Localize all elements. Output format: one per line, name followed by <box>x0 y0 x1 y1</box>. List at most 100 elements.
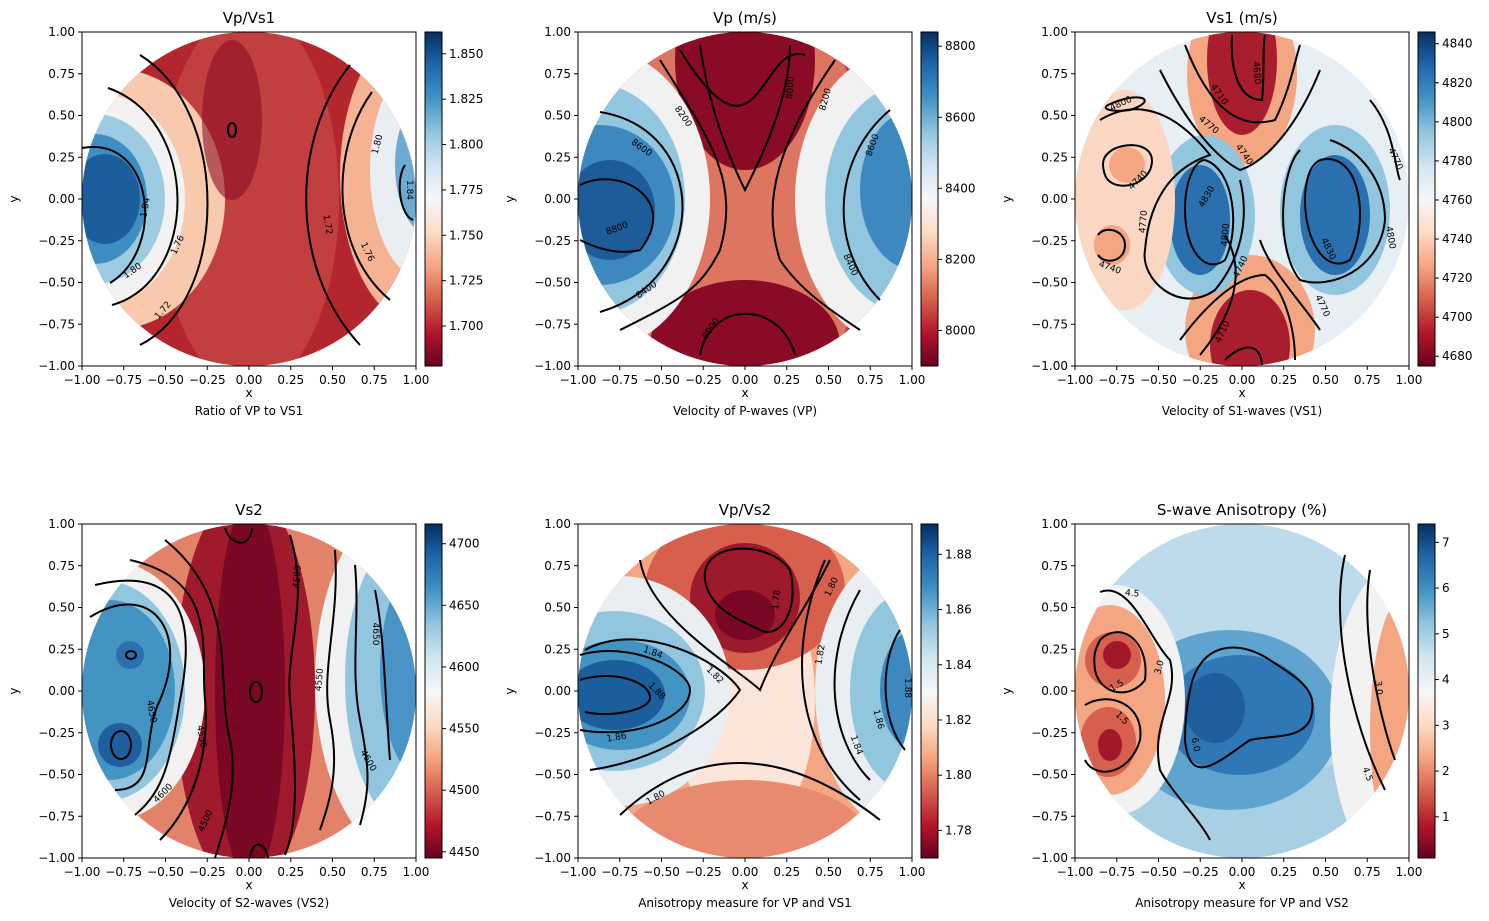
heatmap-field <box>82 524 416 858</box>
panel-caption: Ratio of VP to VS1 <box>195 404 304 418</box>
x-tick-label: −0.75 <box>601 373 638 387</box>
y-tick-label: 1.00 <box>544 517 571 531</box>
y-tick-label: −0.75 <box>38 317 75 331</box>
colorbar-tick-label: 8800 <box>945 39 976 53</box>
x-tick-label: −0.50 <box>1140 865 1177 879</box>
y-tick-label: −0.25 <box>1031 234 1068 248</box>
x-tick-label: 0.00 <box>236 865 263 879</box>
panel-title: Vs1 (m/s) <box>1206 9 1278 27</box>
y-tick-label: 0.25 <box>544 642 571 656</box>
colorbar-tick-label: 4760 <box>1442 193 1473 207</box>
y-tick-label: −0.50 <box>534 768 571 782</box>
y-tick-label: −1.00 <box>38 851 75 865</box>
contour-label: 4650 <box>370 623 380 646</box>
colorbar-tick-label: 4450 <box>449 845 480 859</box>
y-tick-label: 0.00 <box>48 192 75 206</box>
y-tick-label: 0.75 <box>544 559 571 573</box>
colorbar-tick-label: 4600 <box>449 660 480 674</box>
x-tick-label: 0.75 <box>1354 373 1381 387</box>
y-tick-label: 0.25 <box>1041 150 1068 164</box>
colorbar <box>920 523 939 859</box>
x-tick-label: −1.00 <box>1057 865 1094 879</box>
y-tick-label: −0.25 <box>534 726 571 740</box>
x-tick-label: −0.75 <box>105 865 142 879</box>
x-axis-label: x <box>1238 386 1245 400</box>
x-tick-label: −0.50 <box>643 865 680 879</box>
y-tick-label: −0.25 <box>38 234 75 248</box>
x-tick-label: −1.00 <box>560 373 597 387</box>
contour-label: 1.72 <box>320 214 333 235</box>
colorbar-tick-label: 4800 <box>1442 115 1473 129</box>
colorbar-tick-label: 4680 <box>1442 349 1473 363</box>
contour-label: 6.0 <box>1189 737 1201 753</box>
y-tick-label: −0.50 <box>38 768 75 782</box>
y-tick-label: −1.00 <box>38 359 75 373</box>
colorbar-tick-label: 3 <box>1442 718 1450 732</box>
colorbar-tick-label: 1.84 <box>945 658 972 672</box>
y-tick-label: −0.50 <box>38 276 75 290</box>
y-tick-label: 1.00 <box>1041 517 1068 531</box>
x-tick-label: 0.75 <box>361 865 388 879</box>
x-tick-label: 1.00 <box>403 865 430 879</box>
contour-label: 4.5 <box>1360 766 1374 783</box>
colorbar-tick-label: 1 <box>1442 810 1450 824</box>
x-tick-label: −0.50 <box>1140 373 1177 387</box>
contour-lines <box>81 54 414 346</box>
y-tick-label: 0.50 <box>48 109 75 123</box>
contour-label: 1.84 <box>404 180 414 200</box>
x-tick-label: −0.50 <box>147 373 184 387</box>
contour-label: 1.82 <box>814 644 827 665</box>
y-tick-label: −0.25 <box>1031 726 1068 740</box>
x-tick-label: 0.50 <box>319 865 346 879</box>
x-tick-label: 1.00 <box>899 865 926 879</box>
y-tick-label: 1.00 <box>48 517 75 531</box>
x-axis-label: x <box>1238 878 1245 892</box>
colorbar-tick-label: 1.700 <box>449 319 483 333</box>
panel-title: Vp (m/s) <box>713 9 777 27</box>
y-tick-label: 0.00 <box>48 684 75 698</box>
y-tick-label: 0.75 <box>48 67 75 81</box>
x-tick-label: −0.25 <box>685 373 722 387</box>
contour-label: 1.84 <box>139 197 152 219</box>
panel-caption: Anisotropy measure for VP and VS1 <box>638 896 852 910</box>
panel-title: S-wave Anisotropy (%) <box>1157 501 1327 519</box>
y-tick-label: 0.50 <box>48 601 75 615</box>
colorbar-tick-label: 1.88 <box>945 547 972 561</box>
x-tick-label: 0.25 <box>277 865 304 879</box>
x-tick-label: −0.75 <box>1098 865 1135 879</box>
panel-caption: Anisotropy measure for VP and VS2 <box>1135 896 1349 910</box>
colorbar-tick-label: 1.850 <box>449 47 483 61</box>
contour-label: 4650 <box>144 700 158 725</box>
panel-caption: Velocity of S1-waves (VS1) <box>1162 404 1322 418</box>
x-tick-label: −0.75 <box>105 373 142 387</box>
x-tick-label: 0.75 <box>361 373 388 387</box>
x-tick-label: 0.50 <box>815 865 842 879</box>
contour-lines <box>1084 554 1396 841</box>
x-tick-label: 0.50 <box>319 373 346 387</box>
x-axis-label: x <box>741 878 748 892</box>
y-tick-label: 0.25 <box>1041 642 1068 656</box>
colorbar <box>920 31 939 367</box>
panel-caption: Velocity of P-waves (VP) <box>673 404 817 418</box>
colorbar-tick-label: 2 <box>1442 764 1450 778</box>
colorbar-tick-label: 5 <box>1442 627 1450 641</box>
y-tick-label: −0.25 <box>38 726 75 740</box>
colorbar-tick-label: 1.725 <box>449 274 483 288</box>
colorbar-tick-label: 7 <box>1442 535 1450 549</box>
contour-label: 1.88 <box>902 678 912 698</box>
colorbar-tick-label: 4 <box>1442 673 1450 687</box>
colorbar-tick-label: 1.825 <box>449 92 483 106</box>
x-tick-label: 1.00 <box>1396 373 1423 387</box>
colorbar-tick-label: 1.800 <box>449 138 483 152</box>
contour-label: 3.0 <box>1153 659 1166 676</box>
y-axis-label: y <box>503 687 517 694</box>
x-tick-label: −1.00 <box>64 373 101 387</box>
contour-label: 1.86 <box>606 731 628 744</box>
colorbar-tick-label: 4700 <box>1442 310 1473 324</box>
y-tick-label: −1.00 <box>1031 359 1068 373</box>
colorbar-tick-label: 4740 <box>1442 232 1473 246</box>
y-tick-label: −0.50 <box>1031 276 1068 290</box>
colorbar-tick-label: 1.775 <box>449 183 483 197</box>
x-tick-label: 0.00 <box>732 373 759 387</box>
colorbar-tick-label: 8200 <box>945 252 976 266</box>
